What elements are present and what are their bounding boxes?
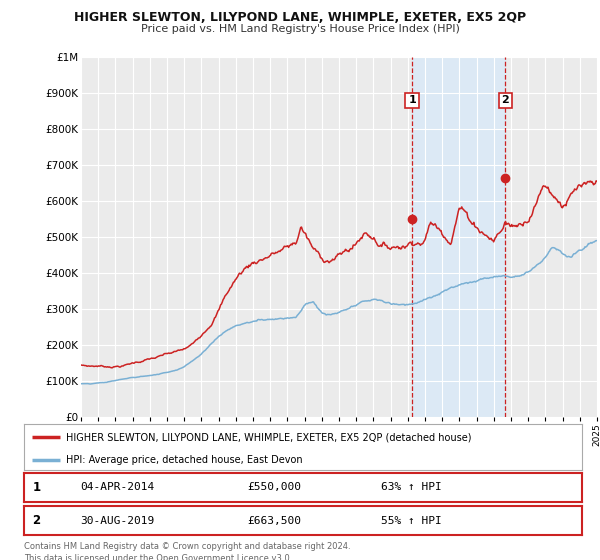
Text: 1: 1 bbox=[32, 480, 40, 494]
Text: 55% ↑ HPI: 55% ↑ HPI bbox=[381, 516, 442, 526]
Text: £550,000: £550,000 bbox=[247, 482, 301, 492]
Text: 2: 2 bbox=[502, 95, 509, 105]
Text: 1: 1 bbox=[408, 95, 416, 105]
Text: This data is licensed under the Open Government Licence v3.0.: This data is licensed under the Open Gov… bbox=[24, 554, 292, 560]
Text: 04-APR-2014: 04-APR-2014 bbox=[80, 482, 154, 492]
Text: HPI: Average price, detached house, East Devon: HPI: Average price, detached house, East… bbox=[66, 455, 302, 465]
Text: HIGHER SLEWTON, LILYPOND LANE, WHIMPLE, EXETER, EX5 2QP: HIGHER SLEWTON, LILYPOND LANE, WHIMPLE, … bbox=[74, 11, 526, 24]
Text: 2: 2 bbox=[32, 514, 40, 528]
Text: Contains HM Land Registry data © Crown copyright and database right 2024.: Contains HM Land Registry data © Crown c… bbox=[24, 542, 350, 551]
Text: 63% ↑ HPI: 63% ↑ HPI bbox=[381, 482, 442, 492]
Text: Price paid vs. HM Land Registry's House Price Index (HPI): Price paid vs. HM Land Registry's House … bbox=[140, 24, 460, 34]
Text: HIGHER SLEWTON, LILYPOND LANE, WHIMPLE, EXETER, EX5 2QP (detached house): HIGHER SLEWTON, LILYPOND LANE, WHIMPLE, … bbox=[66, 432, 472, 442]
Bar bbox=[412, 57, 505, 417]
Text: 30-AUG-2019: 30-AUG-2019 bbox=[80, 516, 154, 526]
Text: £663,500: £663,500 bbox=[247, 516, 301, 526]
